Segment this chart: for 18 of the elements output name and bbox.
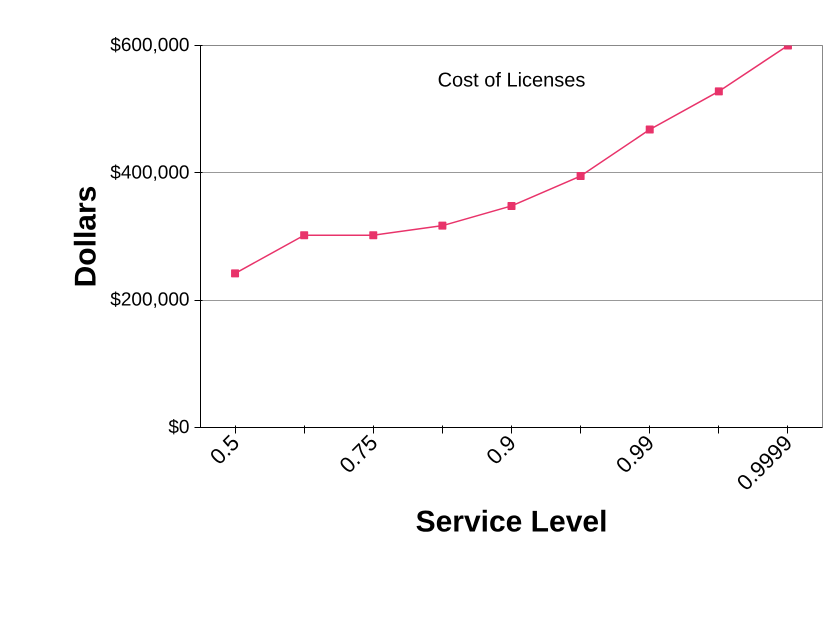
y-tick-label: $600,000 [110, 35, 190, 56]
y-tick-label: $400,000 [110, 162, 190, 184]
point [438, 222, 446, 230]
point [508, 202, 516, 210]
point [369, 231, 378, 240]
y-tick-label: $0 [168, 417, 190, 438]
point [231, 269, 240, 278]
annotation: Cost of Licenses [438, 69, 586, 92]
point [300, 231, 308, 240]
x-tick-label: 0.99 [610, 430, 659, 478]
x-tick-label: 0.9 [481, 430, 521, 470]
point [714, 87, 723, 96]
x-tick-label: 0.5 [204, 430, 244, 470]
x-axis-title: Service Level [416, 505, 608, 538]
y-axis-title: Dollars [69, 186, 102, 288]
point [646, 126, 654, 134]
y-tick-label: $200,000 [110, 290, 190, 311]
point [576, 172, 585, 180]
